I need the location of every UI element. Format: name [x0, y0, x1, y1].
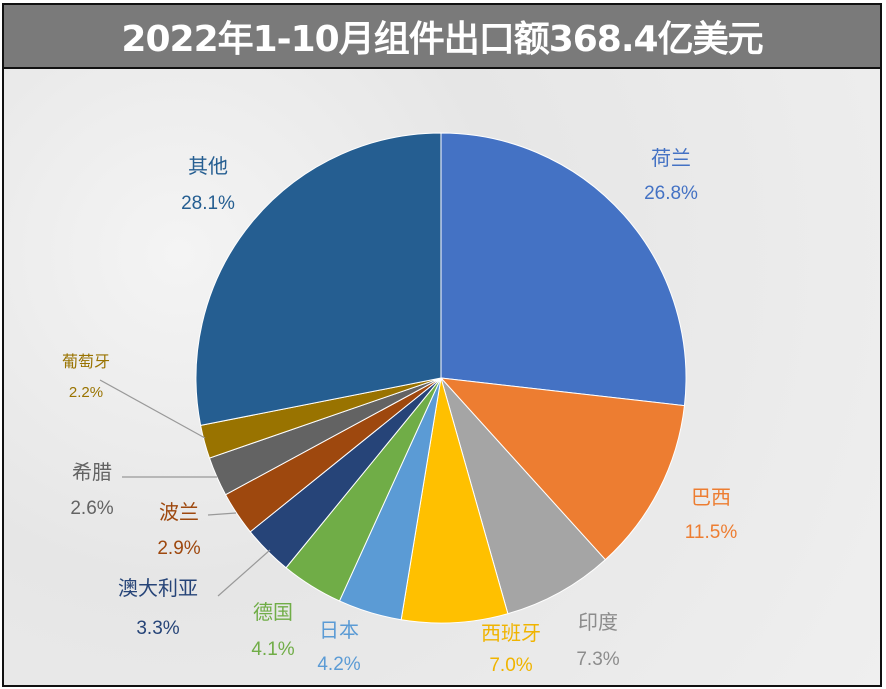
slice-label: 希腊 [72, 460, 112, 484]
slice-label: 荷兰 [651, 146, 691, 170]
leader-line [217, 549, 271, 597]
slice-value-label: 4.2% [317, 654, 360, 675]
leader-line [99, 379, 206, 439]
slice-value-label: 7.0% [489, 655, 532, 676]
slice-label: 西班牙 [481, 621, 541, 645]
title-bar: 2022年1-10月组件出口额368.4亿美元 [2, 3, 882, 69]
slice-value-label: 3.3% [136, 618, 179, 639]
pie-slice-10 [195, 132, 442, 427]
slice-value-label: 28.1% [181, 193, 235, 214]
slice-label: 巴西 [691, 485, 731, 509]
chart-title: 2022年1-10月组件出口额368.4亿美元 [121, 19, 763, 60]
slice-value-label: 2.2% [69, 384, 103, 401]
slice-label: 其他 [188, 154, 228, 178]
slice-label: 日本 [319, 618, 359, 642]
slice-label: 波兰 [159, 500, 199, 524]
pie-slice-1 [439, 377, 685, 561]
slice-label: 印度 [578, 610, 618, 634]
leader-line [207, 512, 237, 516]
slice-label: 澳大利亚 [118, 576, 198, 600]
slice-value-label: 4.1% [251, 639, 294, 660]
slice-value-label: 11.5% [685, 522, 738, 543]
slice-label: 德国 [253, 600, 293, 624]
pie-slice-3 [400, 377, 509, 624]
slice-value-label: 2.9% [157, 538, 200, 559]
pie-slice-2 [440, 377, 607, 615]
slice-label: 葡萄牙 [62, 352, 110, 371]
pie-slice-0 [440, 132, 687, 407]
slice-value-label: 2.6% [70, 498, 113, 519]
slice-value-label: 26.8% [644, 183, 698, 204]
slice-value-label: 7.3% [576, 649, 619, 670]
